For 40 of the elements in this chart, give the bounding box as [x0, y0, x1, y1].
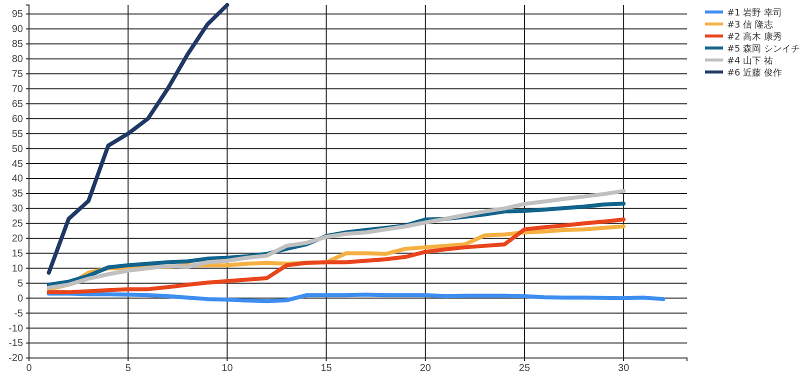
y-tick-label: 85: [12, 39, 24, 50]
line-series: [46, 3, 230, 275]
x-tick-label: 25: [518, 363, 530, 374]
y-tick-label: 20: [12, 234, 24, 245]
y-tick-label: -10: [8, 323, 24, 334]
line-series: [46, 292, 666, 304]
y-tick-label: 25: [12, 218, 24, 230]
y-tick-label: 10: [12, 263, 24, 274]
y-tick-label: 95: [12, 9, 24, 20]
x-tick-label: 0: [26, 363, 32, 374]
y-tick-label: 0: [17, 293, 24, 304]
line-series: [46, 189, 626, 290]
y-tick-label: 70: [12, 84, 24, 95]
y-tick-label: 60: [12, 114, 24, 125]
y-tick-label: 40: [12, 174, 24, 185]
y-tick-label: 50: [12, 144, 24, 155]
y-tick-label: -15: [8, 338, 24, 350]
legend-label: #6 近藤 俊作: [727, 68, 782, 78]
legend-label: #5 森岡 シンイチ: [727, 44, 800, 54]
legend-label: #1 岩野 幸司: [727, 8, 782, 18]
x-tick-label: 5: [125, 363, 132, 374]
y-tick-label: -5: [14, 308, 24, 320]
legend-label: #4 山下 祐: [727, 56, 773, 66]
y-tick-label: 65: [12, 98, 24, 110]
legend-label: #2 高木 康秀: [727, 32, 782, 42]
y-tick-label: 80: [12, 54, 24, 66]
x-tick-label: 20: [420, 363, 432, 374]
y-tick-label: 45: [12, 158, 24, 170]
y-tick-label: 30: [12, 204, 24, 215]
y-tick-label: 15: [12, 248, 24, 260]
y-tick-label: 5: [17, 278, 24, 290]
x-tick-label: 15: [320, 363, 332, 374]
y-tick-label: -20: [8, 353, 24, 364]
legend-label: #3 信 隆志: [727, 20, 773, 30]
y-tick-label: 90: [12, 24, 24, 36]
y-tick-label: 35: [12, 188, 24, 200]
y-tick-label: 75: [12, 69, 24, 80]
y-tick-label: 55: [12, 128, 24, 140]
x-tick-label: 10: [222, 363, 234, 374]
x-tick-label: 30: [618, 363, 630, 374]
